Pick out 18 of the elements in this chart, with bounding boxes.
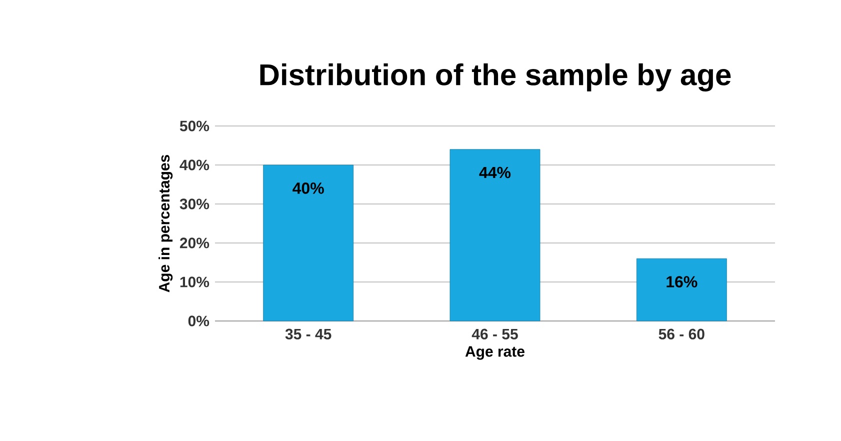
bar	[636, 258, 727, 322]
x-axis-title: Age rate	[465, 346, 524, 360]
chart-title: Distribution of the sample by age	[260, 63, 731, 92]
data-label: 40%	[292, 182, 324, 194]
y-tick-label: 40%	[180, 160, 210, 170]
y-tick-label: 10%	[180, 276, 210, 288]
y-tick-label: 30%	[180, 198, 210, 210]
y-tick-label: 0%	[188, 316, 210, 326]
x-tick-label: 46 - 55	[472, 328, 518, 340]
data-label: 44%	[479, 166, 511, 178]
bar	[450, 149, 540, 322]
x-tick-label: 56 - 60	[658, 328, 704, 340]
y-tick-label: 50%	[180, 120, 210, 132]
x-tick-label: 35 - 45	[285, 328, 332, 340]
data-label: 16%	[666, 276, 698, 288]
y-axis-title: Age in percentages	[158, 154, 173, 292]
bar	[263, 164, 354, 322]
y-tick-label: 20%	[180, 238, 210, 248]
